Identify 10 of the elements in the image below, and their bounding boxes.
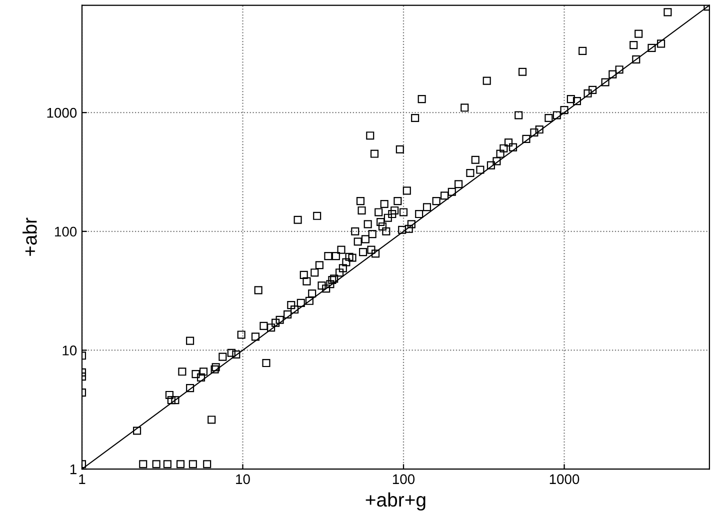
y-tick-label: 1 <box>70 464 76 474</box>
y-tick-label: 10 <box>62 346 77 356</box>
x-tick-label: 1 <box>79 474 86 484</box>
x-tick-label: 10 <box>236 474 250 484</box>
x-tick-label: 1000 <box>550 474 580 484</box>
x-tick-label: 100 <box>392 474 415 484</box>
y-axis-title: +abr <box>22 218 37 256</box>
y-tick-label: 100 <box>55 226 77 237</box>
x-axis-title: +abr+g <box>366 492 426 511</box>
y-tick-label: 1000 <box>47 108 77 118</box>
